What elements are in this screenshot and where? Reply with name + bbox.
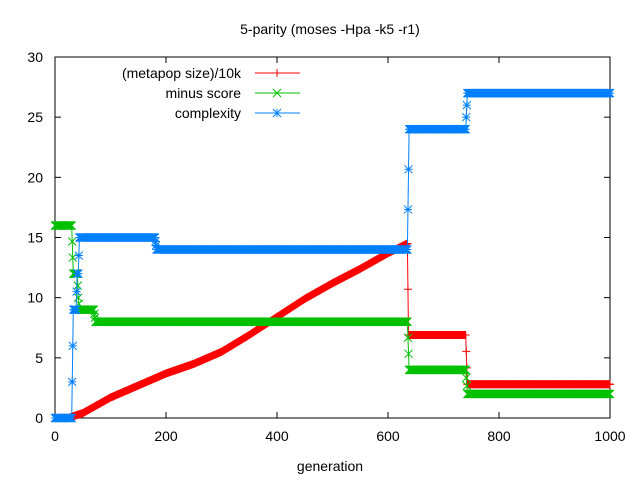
data-point <box>403 333 413 343</box>
y-tick-label: 5 <box>35 350 43 366</box>
series-1 <box>51 239 614 422</box>
data-point <box>68 253 78 262</box>
legend-label: (metapop size)/10k <box>122 65 242 81</box>
x-axis-label: generation <box>297 458 363 474</box>
data-point <box>74 251 84 260</box>
y-tick-label: 30 <box>27 49 43 65</box>
x-tick-label: 200 <box>154 428 178 444</box>
y-tick-label: 15 <box>27 230 43 246</box>
data-point <box>73 269 83 278</box>
data-point <box>67 221 77 230</box>
data-point <box>403 205 413 214</box>
data-point <box>150 233 160 242</box>
legend-marker <box>272 108 282 118</box>
data-point <box>151 237 160 246</box>
y-tick-label: 25 <box>27 109 43 125</box>
data-point <box>606 380 614 389</box>
data-point <box>71 305 81 315</box>
data-point <box>461 365 471 375</box>
data-point <box>605 88 615 98</box>
legend-label: complexity <box>175 105 241 121</box>
x-tick-label: 0 <box>51 428 59 444</box>
legend-marker <box>272 88 282 98</box>
series-line <box>55 92 610 419</box>
data-point <box>461 112 471 122</box>
data-point <box>462 381 472 391</box>
legend-marker <box>273 69 281 77</box>
data-point <box>461 330 470 339</box>
x-tick-label: 800 <box>487 428 511 444</box>
data-point <box>461 373 471 383</box>
x-tick-label: 600 <box>376 428 400 444</box>
data-point <box>462 347 471 356</box>
data-point <box>67 377 77 387</box>
series-2 <box>50 221 615 399</box>
data-point <box>90 309 99 319</box>
data-point <box>403 245 412 254</box>
series-3 <box>50 88 615 423</box>
data-point <box>404 164 413 174</box>
y-tick-label: 0 <box>35 410 43 426</box>
plot-area: 0 200 400 600 800 1000 0 5 10 15 20 25 30 <box>27 49 625 444</box>
data-point <box>404 349 413 359</box>
data-point <box>605 389 615 399</box>
legend-label: minus score <box>166 85 242 101</box>
chart-title: 5-parity (moses -Hpa -k5 -r1) <box>240 21 420 37</box>
data-point <box>67 413 77 423</box>
x-tick-label: 1000 <box>594 428 625 444</box>
data-point <box>89 305 99 315</box>
data-point <box>72 287 81 297</box>
legend: (metapop size)/10k minus score complexity <box>122 65 300 121</box>
data-point <box>461 124 471 134</box>
y-tick-label: 20 <box>27 169 43 185</box>
data-point <box>68 341 78 351</box>
data-point <box>403 285 412 294</box>
data-point <box>462 100 472 110</box>
data-point <box>403 317 412 327</box>
y-tick-label: 10 <box>27 290 43 306</box>
data-point <box>67 237 77 246</box>
x-tick-label: 400 <box>265 428 289 444</box>
